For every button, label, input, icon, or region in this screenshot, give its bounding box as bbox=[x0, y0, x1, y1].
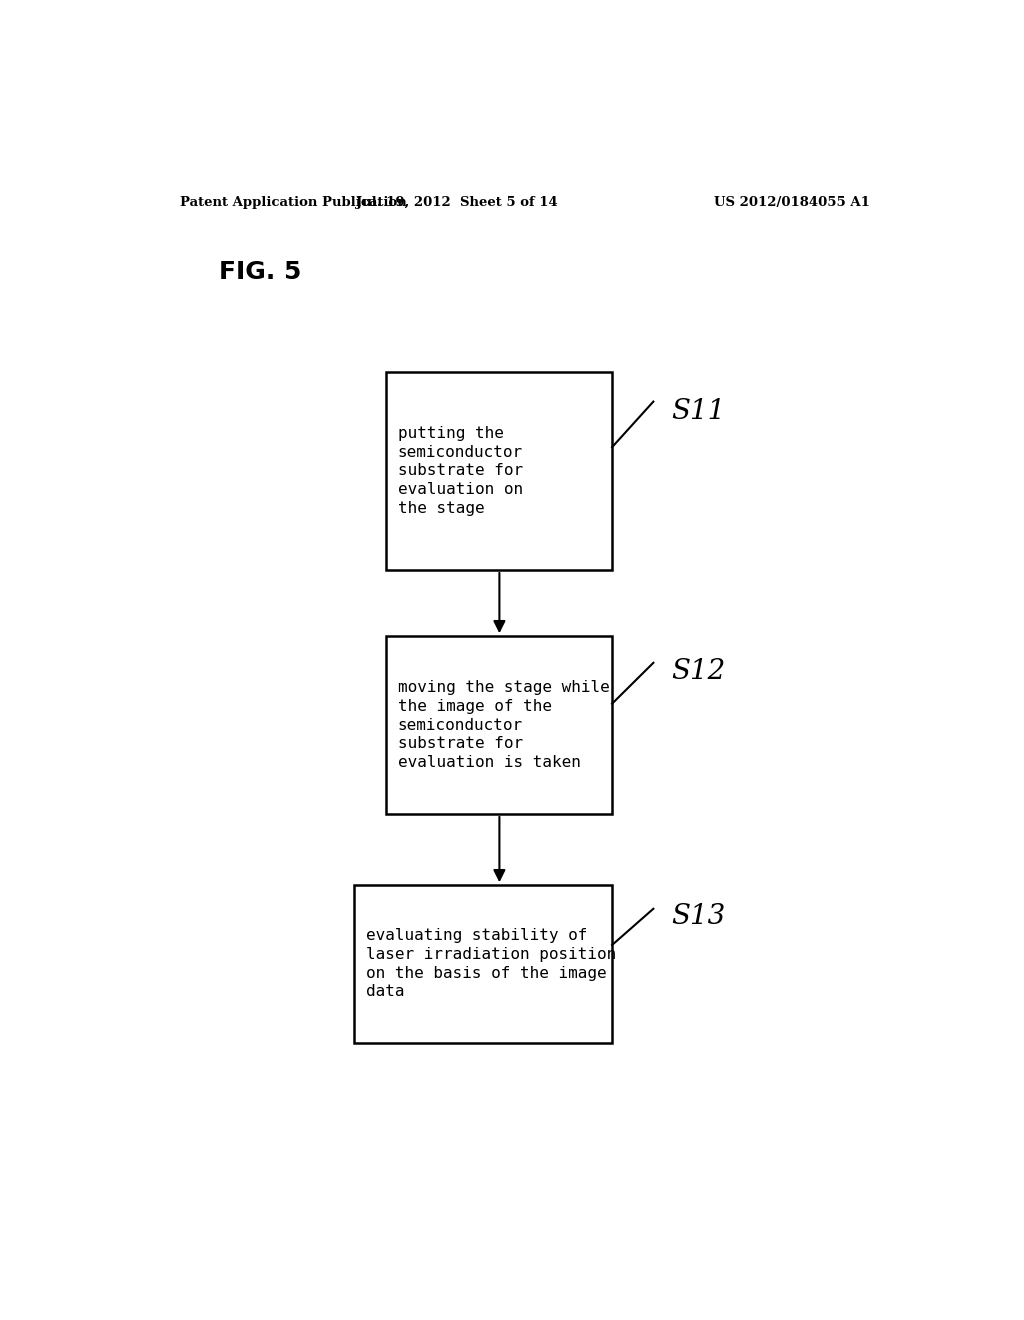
Text: US 2012/0184055 A1: US 2012/0184055 A1 bbox=[714, 195, 870, 209]
Bar bbox=[354, 886, 612, 1043]
Text: Patent Application Publication: Patent Application Publication bbox=[179, 195, 407, 209]
Text: putting the
semiconductor
substrate for
evaluation on
the stage: putting the semiconductor substrate for … bbox=[397, 426, 523, 516]
Text: evaluating stability of
laser irradiation position
on the basis of the image
dat: evaluating stability of laser irradiatio… bbox=[367, 928, 616, 999]
Text: S12: S12 bbox=[672, 659, 726, 685]
Text: Jul. 19, 2012  Sheet 5 of 14: Jul. 19, 2012 Sheet 5 of 14 bbox=[356, 195, 558, 209]
Text: S11: S11 bbox=[672, 399, 726, 425]
Bar bbox=[386, 636, 612, 814]
Text: moving the stage while
the image of the
semiconductor
substrate for
evaluation i: moving the stage while the image of the … bbox=[397, 680, 609, 770]
Bar bbox=[386, 372, 612, 570]
Text: FIG. 5: FIG. 5 bbox=[219, 260, 302, 284]
Text: S13: S13 bbox=[672, 903, 726, 931]
